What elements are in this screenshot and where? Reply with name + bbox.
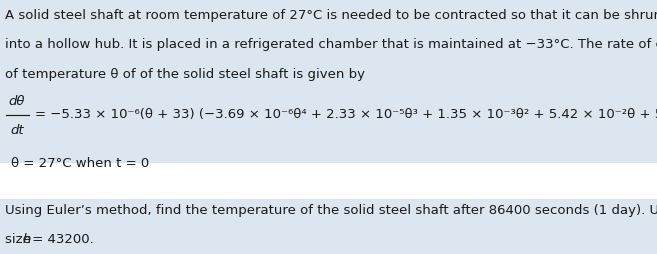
Text: into a hollow hub. It is placed in a refrigerated chamber that is maintained at : into a hollow hub. It is placed in a ref… (5, 38, 657, 51)
Text: dt: dt (11, 123, 24, 136)
Text: A solid steel shaft at room temperature of 27°C is needed to be contracted so th: A solid steel shaft at room temperature … (5, 9, 657, 22)
Text: = 43200.: = 43200. (28, 232, 94, 245)
Text: = −5.33 × 10⁻⁶(θ + 33) (−3.69 × 10⁻⁶θ⁴ + 2.33 × 10⁻⁵θ³ + 1.35 × 10⁻³θ² + 5.42 × : = −5.33 × 10⁻⁶(θ + 33) (−3.69 × 10⁻⁶θ⁴ +… (35, 108, 657, 121)
Text: θ = 27°C when t = 0: θ = 27°C when t = 0 (11, 156, 148, 169)
Bar (0, 199, 657, 254)
Text: of temperature θ of of the solid steel shaft is given by: of temperature θ of of the solid steel s… (5, 67, 365, 80)
Text: dθ: dθ (9, 94, 26, 107)
Bar (0, 0, 657, 164)
Text: h: h (22, 232, 31, 245)
Text: Using Euler’s method, find the temperature of the solid steel shaft after 86400 : Using Euler’s method, find the temperatu… (5, 203, 657, 216)
Text: size: size (5, 232, 35, 245)
